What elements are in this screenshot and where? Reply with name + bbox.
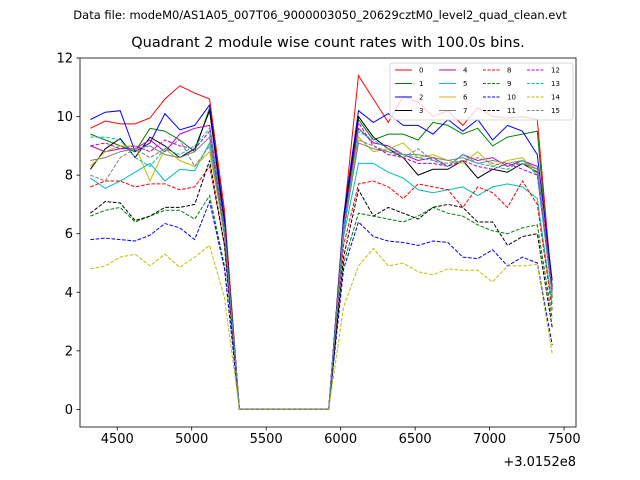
series-line-0	[90, 74, 553, 410]
y-tick-label: 2	[65, 344, 73, 359]
legend-label-12: 12	[551, 67, 560, 75]
series-line-12	[90, 120, 553, 410]
y-tick-label: 12	[56, 52, 73, 67]
y-tick-label: 10	[56, 110, 73, 125]
y-tick-label: 6	[65, 227, 73, 242]
x-tick-label: 6000	[324, 432, 357, 447]
y-tick-label: 8	[65, 169, 73, 184]
x-tick-label: 7500	[548, 432, 581, 447]
legend-label-8: 8	[507, 67, 511, 75]
x-tick-label: 5000	[175, 432, 208, 447]
legend-label-1: 1	[419, 80, 423, 88]
y-tick-label: 0	[65, 403, 73, 418]
x-tick-label: 4500	[101, 432, 134, 447]
series-line-14	[90, 244, 553, 410]
x-tick-label: 6500	[399, 432, 432, 447]
series-line-15	[90, 139, 553, 410]
series-line-1	[90, 107, 553, 410]
x-offset-label: +3.0152e8	[503, 455, 576, 470]
series-line-9	[90, 194, 553, 410]
series-layer	[89, 74, 553, 410]
legend-label-11: 11	[507, 107, 516, 115]
series-line-5	[90, 141, 553, 410]
legend-label-6: 6	[463, 94, 468, 102]
series-line-8	[90, 165, 553, 410]
legend-label-14: 14	[551, 94, 560, 102]
legend-label-13: 13	[551, 80, 560, 88]
suptitle: Data file: modeM0/AS1A05_007T06_90000030…	[73, 8, 567, 22]
legend-label-0: 0	[419, 67, 423, 75]
series-line-7	[90, 136, 553, 410]
legend-label-2: 2	[419, 94, 423, 102]
legend-label-9: 9	[507, 80, 511, 88]
plot-frame	[79, 57, 577, 428]
x-tick-label: 5500	[250, 432, 283, 447]
y-tick-label: 4	[65, 286, 73, 301]
series-line-6	[90, 136, 553, 410]
legend-label-15: 15	[551, 107, 560, 115]
chart-title: Quadrant 2 module wise count rates with …	[131, 35, 525, 51]
x-tick-label: 7000	[473, 432, 506, 447]
legend-label-7: 7	[463, 107, 467, 115]
axes-layer: 4500 5000 5500 6000 6500 7000 7500024681012+3.…	[56, 52, 580, 471]
series-line-13	[90, 127, 553, 410]
series-line-2	[90, 103, 553, 410]
legend-label-10: 10	[507, 94, 516, 102]
legend-label-3: 3	[419, 107, 423, 115]
legend-label-5: 5	[463, 80, 467, 88]
series-line-11	[90, 160, 553, 410]
series-line-10	[90, 199, 553, 410]
series-line-4	[90, 124, 553, 410]
legend-box	[389, 62, 574, 121]
legend-label-4: 4	[463, 67, 468, 75]
